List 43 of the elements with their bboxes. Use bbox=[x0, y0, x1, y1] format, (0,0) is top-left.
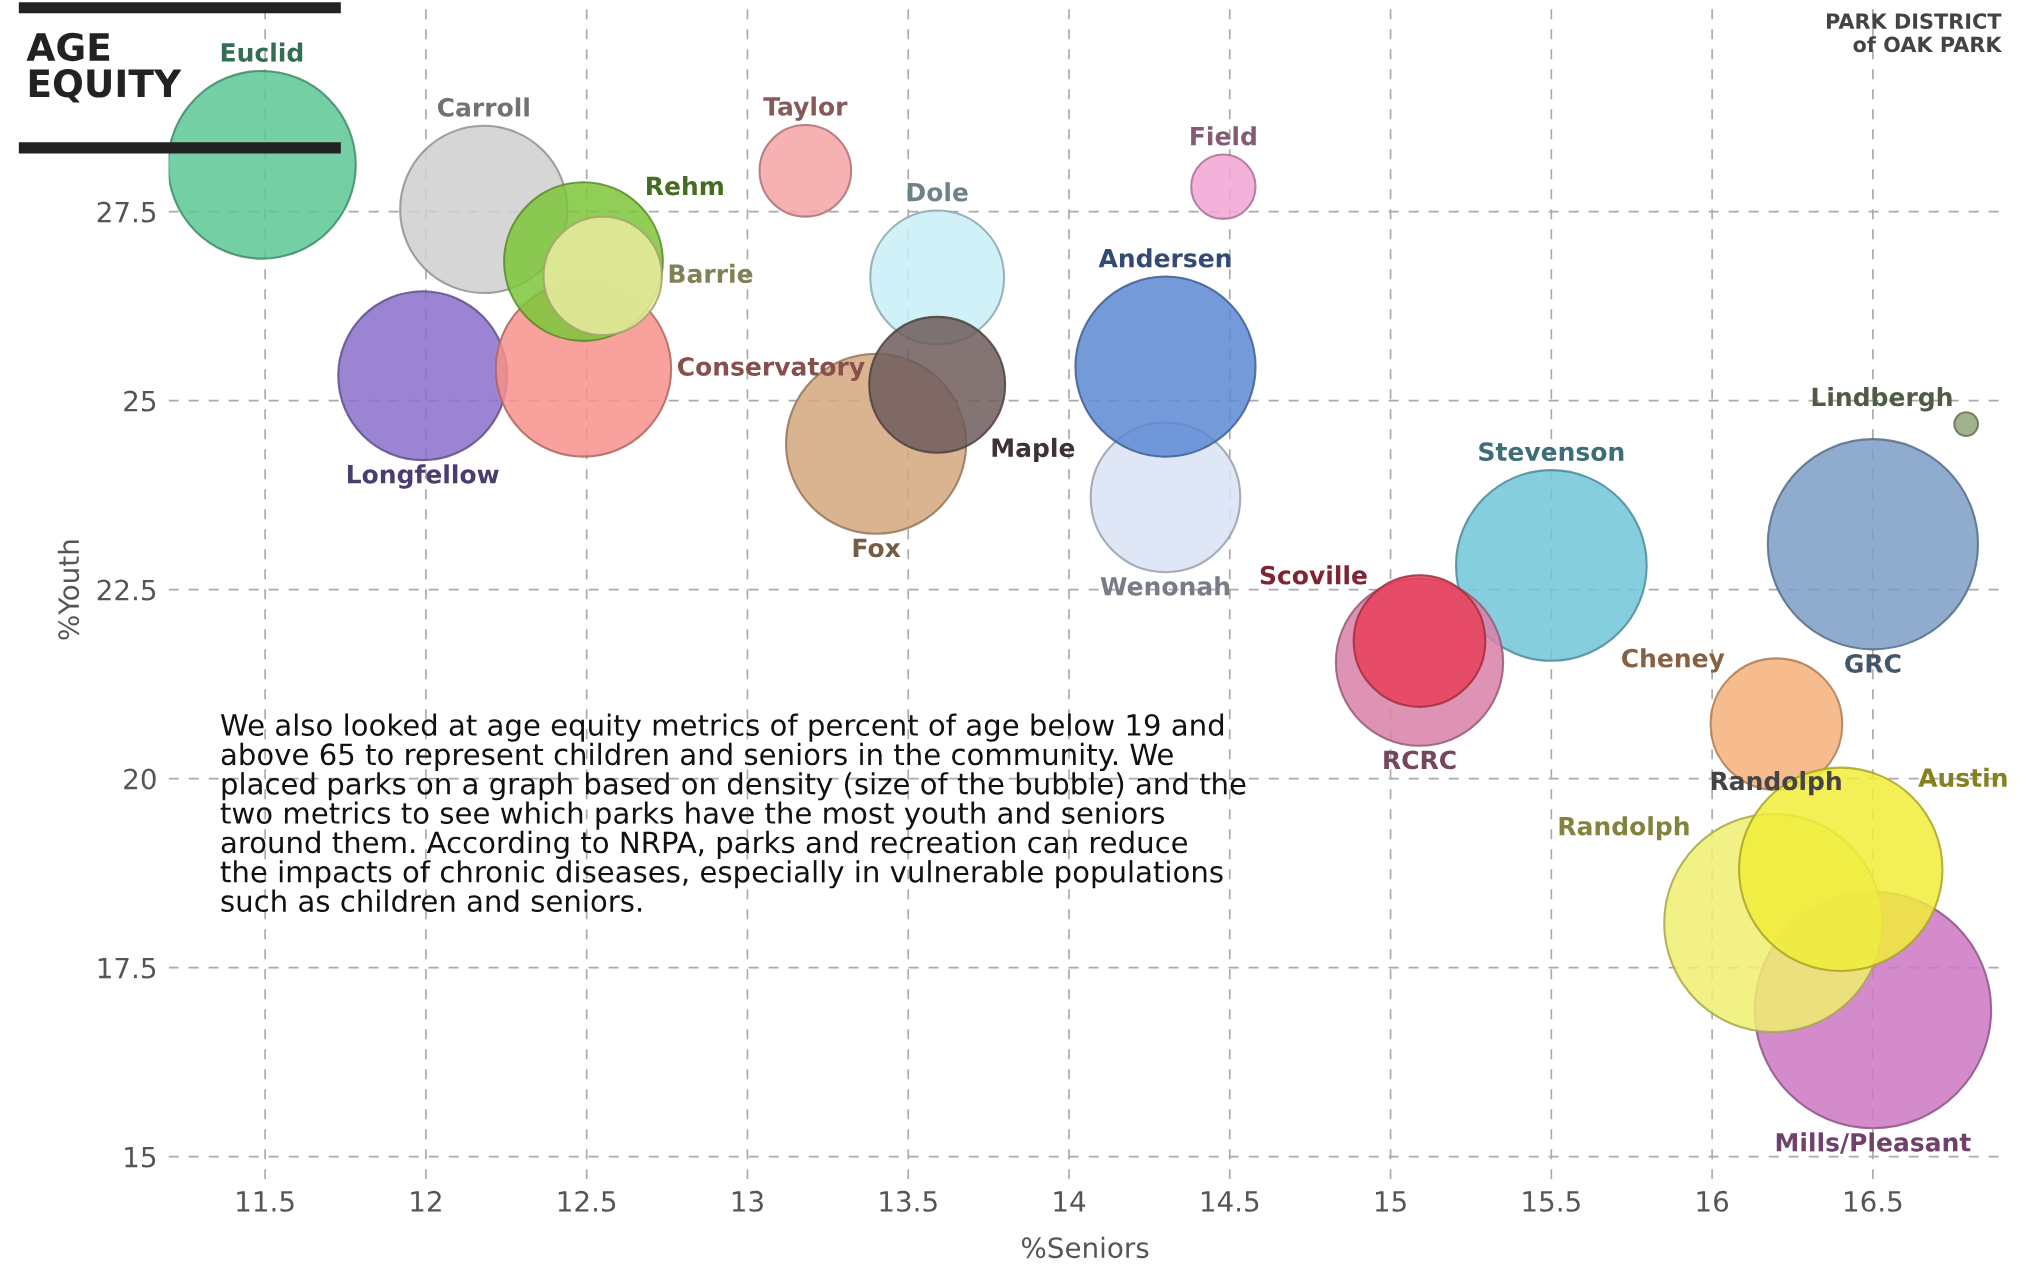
y-tick-label: 27.5 bbox=[97, 201, 156, 223]
series-label: Longfellow bbox=[347, 464, 499, 489]
series-label: Scoville bbox=[1260, 565, 1367, 585]
x-tick-label: 15 bbox=[1375, 1191, 1406, 1212]
series-label: Andersen bbox=[1098, 248, 1231, 268]
series-label: Wenonah bbox=[1100, 576, 1230, 596]
series-label: Barrie bbox=[669, 263, 753, 284]
series-label: Cheney bbox=[1621, 648, 1725, 673]
y-tick-label: 20 bbox=[124, 768, 156, 790]
series-label: Rehm bbox=[647, 176, 723, 196]
x-axis-title: %Seniors bbox=[1021, 1236, 1149, 1259]
y-tick-label: 22.5 bbox=[97, 579, 156, 601]
series-label: Field bbox=[1191, 126, 1256, 146]
series-label: Carroll bbox=[437, 97, 529, 117]
x-tick-label: 11.5 bbox=[237, 1191, 294, 1212]
y-axis-title: %Youth bbox=[57, 540, 80, 640]
x-tick-label: 13.5 bbox=[880, 1190, 937, 1212]
series-label: Lindbergh bbox=[1812, 387, 1952, 412]
series-label: RCRC bbox=[1384, 750, 1456, 770]
series-label: Euclid bbox=[221, 42, 303, 62]
annotation: PARK DISTRICT of OAK PARK bbox=[1826, 13, 2003, 53]
series-label: Randolph bbox=[1559, 816, 1689, 841]
series-label: GRC bbox=[1845, 653, 1901, 673]
text: AGE EQUITY bbox=[26, 32, 182, 103]
x-tick-label: 12 bbox=[411, 1190, 441, 1212]
series-label: Taylor bbox=[763, 96, 848, 121]
x-tick-label: 12.5 bbox=[558, 1190, 616, 1212]
x-tick-label: 13 bbox=[732, 1190, 763, 1212]
y-tick-label: 25 bbox=[124, 390, 156, 412]
y-tick-label: 15 bbox=[125, 1146, 156, 1168]
series-label: Dole bbox=[907, 182, 968, 202]
series-label: Maple bbox=[992, 437, 1075, 463]
x-tick-label: 14.5 bbox=[1201, 1191, 1259, 1212]
y-tick-label: 17.5 bbox=[98, 957, 156, 979]
annotation: We also looked at age equity metrics of percent of age below 19 and above 65 to represent children and seniors in the community. We placed parks on a graph based on density (size of the bubble) and the two metrics to see which parks have the most youth and seniors around them. According to NRPA, parks and recreation can reduce the impacts of chronic diseases, especially in vulnerable populations such as children and seniors. bbox=[220, 713, 1246, 913]
series-label: Mills/Pleasant bbox=[1776, 1132, 1971, 1154]
x-tick-label: 14 bbox=[1054, 1191, 1086, 1212]
x-tick-label: 15.5 bbox=[1523, 1191, 1580, 1212]
x-tick-label: 16 bbox=[1697, 1190, 1729, 1212]
series-label: Austin bbox=[1918, 767, 2007, 788]
series-label: Stevenson bbox=[1479, 442, 1624, 462]
series-label: Fox bbox=[853, 538, 901, 558]
x-tick-label: 16.5 bbox=[1845, 1190, 1902, 1212]
